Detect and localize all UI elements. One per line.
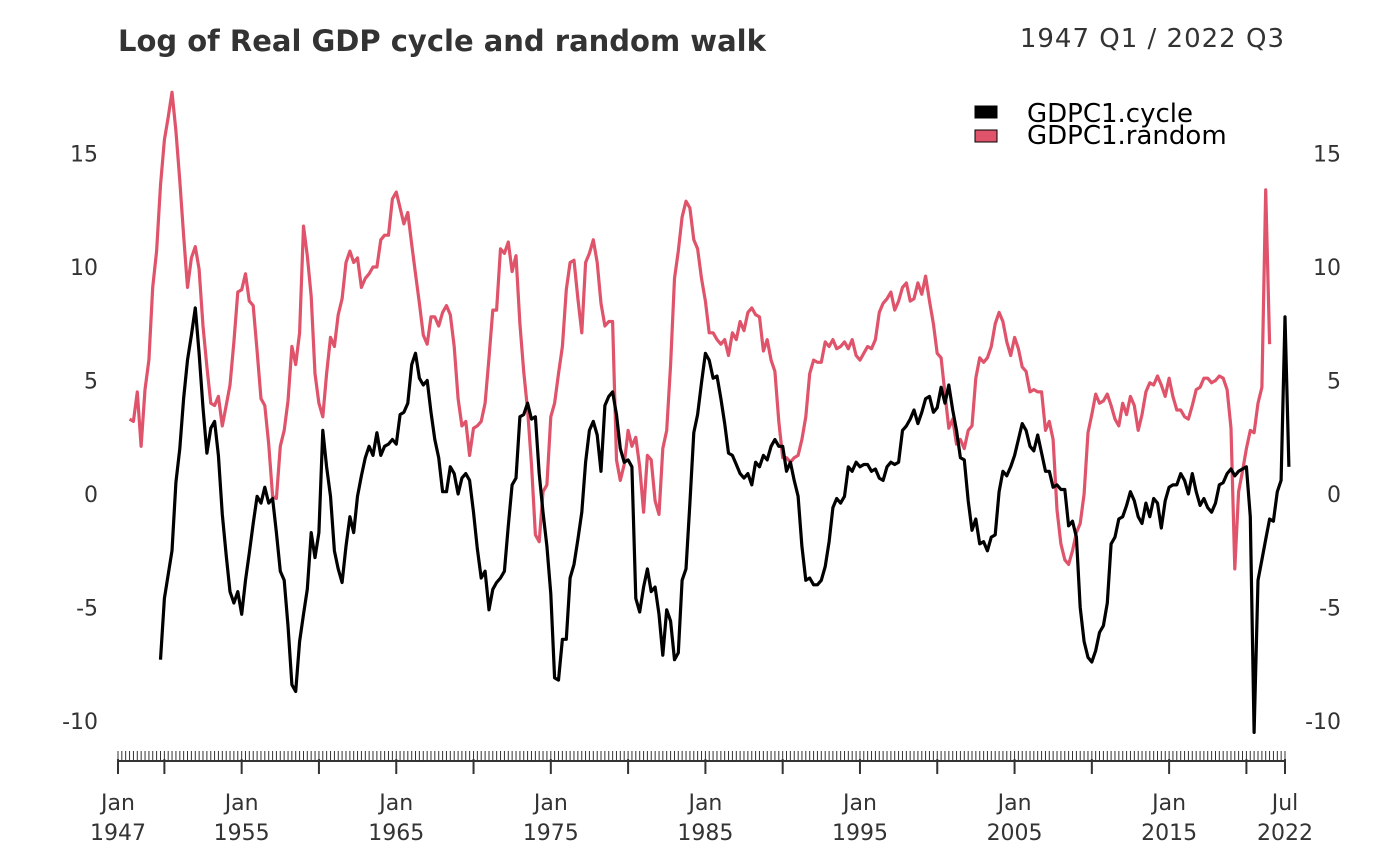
y-tick-label-left: 10 xyxy=(70,256,98,281)
y-tick-label-right: -5 xyxy=(1319,597,1341,622)
y-axis-left: 15 10 5 0 -5 -10 xyxy=(62,143,98,736)
x-tick-label-year: 1955 xyxy=(214,821,270,846)
y-tick-label-left: 5 xyxy=(84,370,98,395)
x-tick-label-year: 1947 xyxy=(90,821,146,846)
x-tick-label-month: Jan xyxy=(377,791,413,816)
x-tick-label-month: Jan xyxy=(841,791,877,816)
legend: GDPC1.cycle GDPC1.random xyxy=(974,99,1227,151)
y-tick-label-right: 0 xyxy=(1327,483,1341,508)
x-tick-label-month: Jul xyxy=(1270,791,1299,816)
legend-label-random: GDPC1.random xyxy=(1027,121,1227,151)
series-line-gdpc1-random xyxy=(128,90,1272,571)
x-tick-label-month: Jan xyxy=(1150,791,1186,816)
y-tick-label-left: -5 xyxy=(76,597,98,622)
series-line-gdpc1-cycle xyxy=(158,306,1291,734)
y-tick-label-left: -10 xyxy=(62,710,98,735)
x-tick-label-month: Jan xyxy=(686,791,722,816)
x-tick-label-month: Jan xyxy=(996,791,1032,816)
y-axis-right: 15 10 5 0 -5 -10 xyxy=(1305,143,1341,736)
series-layer xyxy=(128,90,1291,734)
x-tick-label-year: 1975 xyxy=(523,821,579,846)
x-tick-label-year: 2015 xyxy=(1141,821,1197,846)
y-tick-label-right: 15 xyxy=(1313,143,1341,168)
x-tick-label-year: 2005 xyxy=(987,821,1043,846)
legend-swatch-cycle xyxy=(974,105,998,119)
legend-swatch-random xyxy=(974,129,998,143)
x-tick-label-year: 2022 xyxy=(1257,821,1313,846)
x-tick-label-month: Jan xyxy=(223,791,259,816)
x-tick-label-year: 1995 xyxy=(832,821,888,846)
date-range-label: 1947 Q1 / 2022 Q3 xyxy=(1020,24,1285,54)
y-tick-label-right: 10 xyxy=(1313,256,1341,281)
legend-label-cycle: GDPC1.cycle xyxy=(1027,99,1193,129)
x-tick-label-year: 1965 xyxy=(368,821,424,846)
x-tick-label-month: Jan xyxy=(532,791,568,816)
x-tick-label-year: 1985 xyxy=(677,821,733,846)
x-axis: Jan 1947 Jan 1955 Jan 1965 Jan 1975 Jan 1985 Jan 19… xyxy=(90,751,1313,846)
y-tick-label-right: 5 xyxy=(1327,370,1341,395)
chart-title: Log of Real GDP cycle and random walk xyxy=(118,24,767,58)
y-tick-label-right: -10 xyxy=(1305,710,1341,735)
y-tick-label-left: 15 xyxy=(70,143,98,168)
y-tick-label-left: 0 xyxy=(84,483,98,508)
x-tick-label-month: Jan xyxy=(99,791,135,816)
